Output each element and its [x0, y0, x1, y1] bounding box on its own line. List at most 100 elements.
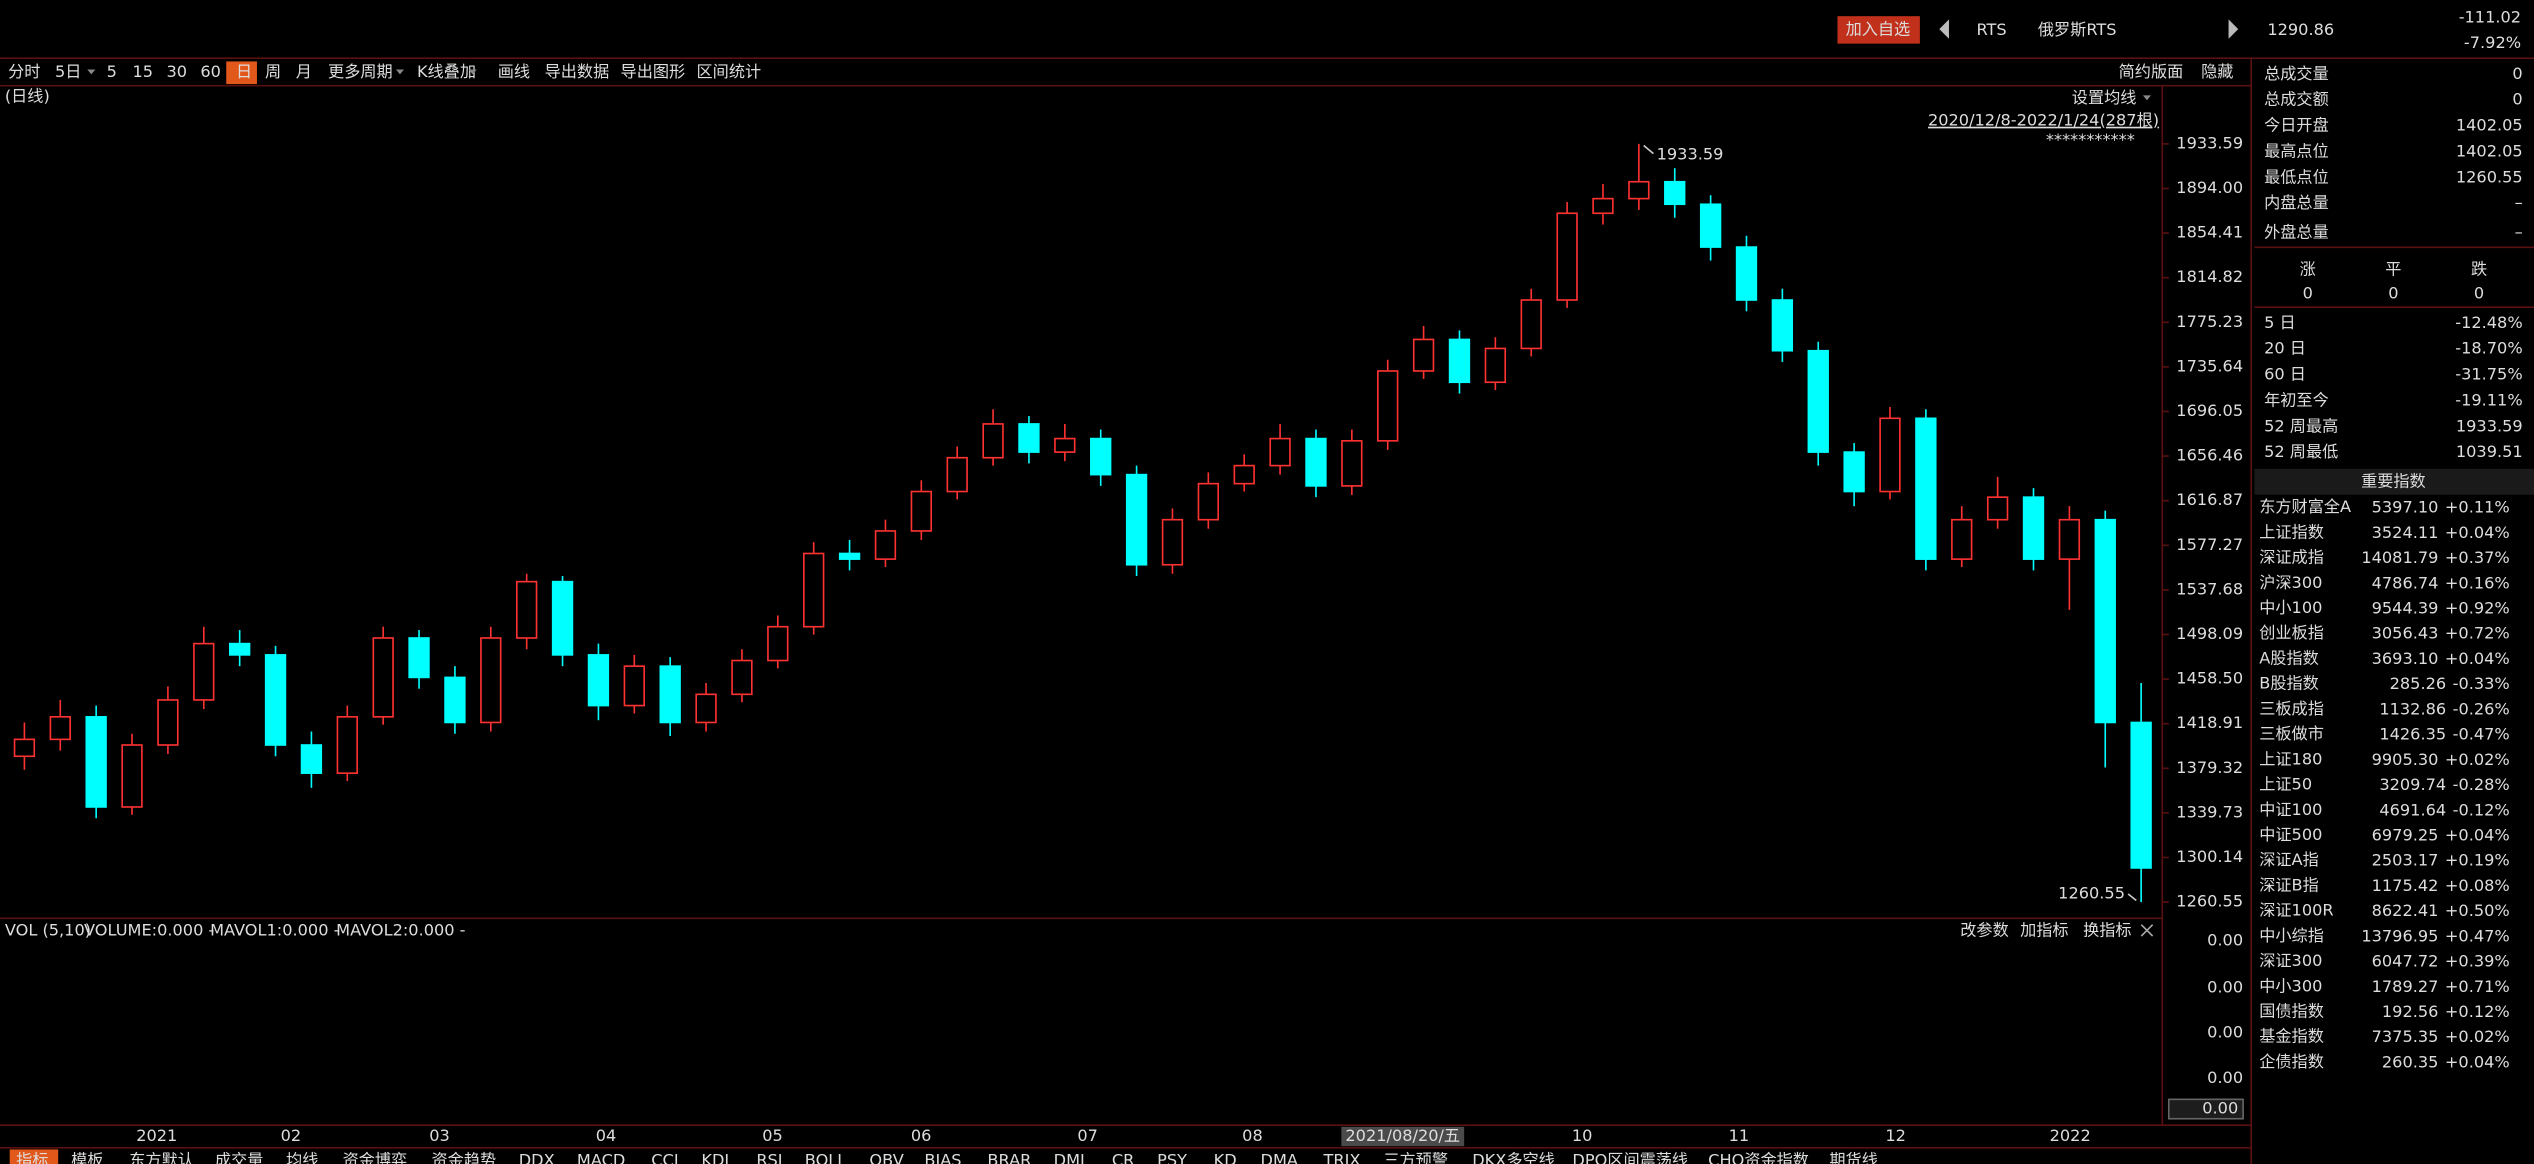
ma-setting[interactable]: 设置均线: [2072, 88, 2137, 107]
bottom-tab[interactable]: 均线: [286, 1150, 318, 1164]
index-quote[interactable]: 9905.30 +0.02%: [2372, 749, 2510, 768]
bottom-tab[interactable]: 资金博弈: [343, 1150, 408, 1164]
toolbar-item[interactable]: 画线: [498, 62, 530, 81]
bottom-tab[interactable]: DMI: [1054, 1150, 1085, 1164]
bottom-tab[interactable]: BOLL: [805, 1150, 847, 1164]
bottom-tab[interactable]: BIAS: [924, 1150, 961, 1164]
toolbar-item[interactable]: K线叠加: [417, 62, 476, 81]
index-name[interactable]: 东方财富全A: [2259, 497, 2351, 516]
add-favorite-button[interactable]: 加入自选: [1846, 19, 1911, 38]
index-name[interactable]: 三板成指: [2259, 699, 2324, 718]
index-name[interactable]: 深证100R: [2259, 901, 2333, 920]
toolbar-item[interactable]: 5日: [55, 62, 81, 81]
index-quote[interactable]: 3056.43 +0.72%: [2372, 623, 2510, 642]
index-quote[interactable]: 4691.64 -0.12%: [2379, 800, 2509, 819]
bottom-tab[interactable]: OBV: [869, 1150, 903, 1164]
toolbar-item[interactable]: 30: [166, 62, 187, 81]
bottom-tab[interactable]: MACD: [577, 1150, 625, 1164]
bottom-tab[interactable]: KD: [1214, 1150, 1237, 1164]
toolbar-right-item[interactable]: 隐藏: [2201, 62, 2233, 81]
index-name[interactable]: 深证成指: [2259, 548, 2324, 567]
index-name[interactable]: 基金指数: [2259, 1027, 2324, 1046]
index-name[interactable]: A股指数: [2259, 648, 2319, 667]
index-quote[interactable]: 1132.86 -0.26%: [2379, 699, 2509, 718]
bottom-tab[interactable]: CHO资金指数: [1708, 1150, 1809, 1164]
bottom-tab[interactable]: DKX多空线: [1472, 1150, 1555, 1164]
toolbar-item[interactable]: 分时: [8, 62, 40, 81]
index-quote[interactable]: 1175.42 +0.08%: [2372, 875, 2510, 894]
vol-button[interactable]: 换指标: [2083, 921, 2131, 940]
bottom-tab[interactable]: 三方预警: [1383, 1150, 1448, 1164]
index-quote[interactable]: 285.26 -0.33%: [2390, 674, 2510, 693]
index-quote[interactable]: 4786.74 +0.16%: [2372, 573, 2510, 592]
index-name[interactable]: 深证300: [2259, 951, 2322, 970]
index-quote[interactable]: 14081.79 +0.37%: [2361, 548, 2509, 567]
index-quote[interactable]: 9544.39 +0.92%: [2372, 598, 2510, 617]
index-name[interactable]: 深证B指: [2259, 875, 2319, 894]
index-name[interactable]: 上证指数: [2259, 522, 2324, 541]
index-quote[interactable]: 7375.35 +0.02%: [2372, 1027, 2510, 1046]
bottom-tab[interactable]: CCI: [651, 1150, 678, 1164]
next-arrow[interactable]: [2228, 19, 2239, 39]
bottom-tab[interactable]: CR: [1112, 1150, 1135, 1164]
toolbar-item[interactable]: 导出图形: [621, 62, 686, 81]
toolbar-item[interactable]: 月: [296, 62, 312, 81]
index-name[interactable]: 国债指数: [2259, 1002, 2324, 1021]
index-name[interactable]: B股指数: [2259, 674, 2319, 693]
index-quote[interactable]: 3524.11 +0.04%: [2372, 522, 2510, 541]
index-name[interactable]: 中小100: [2259, 598, 2322, 617]
toolbar-item[interactable]: 日: [236, 62, 252, 81]
index-quote[interactable]: 3693.10 +0.04%: [2372, 648, 2510, 667]
index-name[interactable]: 沪深300: [2259, 573, 2322, 592]
vol-close[interactable]: [2140, 924, 2154, 937]
indices-title: 重要指数: [2361, 471, 2426, 490]
index-quote[interactable]: 8622.41 +0.50%: [2372, 901, 2510, 920]
index-name[interactable]: 深证A指: [2259, 850, 2319, 869]
index-name[interactable]: 中证500: [2259, 825, 2322, 844]
bottom-tab[interactable]: KDJ: [701, 1150, 729, 1164]
bottom-tab[interactable]: BRAR: [987, 1150, 1031, 1164]
index-name[interactable]: 上证180: [2259, 749, 2322, 768]
index-name[interactable]: 中小300: [2259, 976, 2322, 995]
index-quote[interactable]: 1789.27 +0.71%: [2372, 976, 2510, 995]
bottom-tab[interactable]: DMA: [1261, 1150, 1298, 1164]
index-quote[interactable]: 1426.35 -0.47%: [2379, 724, 2509, 743]
bottom-tab[interactable]: TRIX: [1323, 1150, 1361, 1164]
toolbar-item[interactable]: 区间统计: [697, 62, 762, 81]
vol-button[interactable]: 改参数: [1960, 921, 2008, 940]
toolbar-right-item[interactable]: 简约版面: [2119, 62, 2184, 81]
prev-arrow[interactable]: [1939, 19, 1949, 39]
index-quote[interactable]: 6047.72 +0.39%: [2372, 951, 2510, 970]
bottom-tab[interactable]: 期货线: [1829, 1150, 1877, 1164]
index-name[interactable]: 中小综指: [2259, 926, 2324, 945]
bottom-tab[interactable]: 模板: [71, 1150, 103, 1164]
bottom-tab[interactable]: 成交量: [215, 1150, 263, 1164]
index-quote[interactable]: 192.56 +0.12%: [2382, 1002, 2510, 1021]
index-quote[interactable]: 6979.25 +0.04%: [2372, 825, 2510, 844]
index-change: +0.02%: [2445, 749, 2510, 768]
toolbar-item[interactable]: 5: [107, 62, 117, 81]
bottom-tab[interactable]: 指标: [16, 1150, 48, 1164]
toolbar-item[interactable]: 更多周期: [328, 62, 393, 81]
index-quote[interactable]: 5397.10 +0.11%: [2372, 497, 2510, 516]
bottom-tab[interactable]: RSI: [756, 1150, 782, 1164]
toolbar-item[interactable]: 导出数据: [545, 62, 610, 81]
index-name[interactable]: 三板做市: [2259, 724, 2324, 743]
toolbar-item[interactable]: 60: [200, 62, 221, 81]
toolbar-item[interactable]: 周: [265, 62, 281, 81]
bottom-tab[interactable]: PSY: [1157, 1150, 1187, 1164]
index-quote[interactable]: 3209.74 -0.28%: [2379, 775, 2509, 794]
bottom-tab[interactable]: DPO区间震荡线: [1572, 1150, 1688, 1164]
vol-button[interactable]: 加指标: [2020, 921, 2068, 940]
bottom-tab[interactable]: 资金趋势: [431, 1150, 496, 1164]
toolbar-item[interactable]: 15: [133, 62, 154, 81]
index-name[interactable]: 上证50: [2259, 775, 2312, 794]
index-quote[interactable]: 13796.95 +0.47%: [2361, 926, 2509, 945]
index-name[interactable]: 创业板指: [2259, 623, 2324, 642]
bottom-tab[interactable]: DDX: [519, 1150, 555, 1164]
bottom-tab[interactable]: 东方默认: [129, 1150, 194, 1164]
index-quote[interactable]: 260.35 +0.04%: [2382, 1052, 2510, 1071]
index-name[interactable]: 中证100: [2259, 800, 2322, 819]
index-quote[interactable]: 2503.17 +0.19%: [2372, 850, 2510, 869]
index-name[interactable]: 企债指数: [2259, 1052, 2324, 1071]
